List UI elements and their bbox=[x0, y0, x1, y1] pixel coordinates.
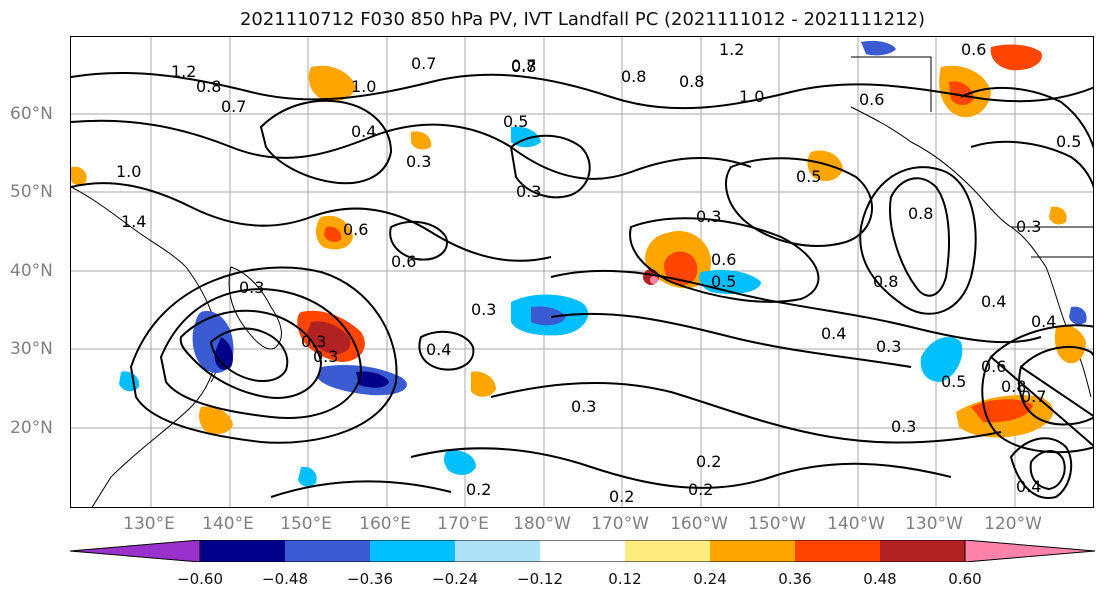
lon-label-120w: 120°W bbox=[984, 514, 1042, 534]
contour-label: 0.5 bbox=[711, 272, 736, 291]
contour-label: 0.3 bbox=[571, 397, 596, 416]
contour-label: 0.8 bbox=[908, 204, 933, 223]
contour-labels: 1.2 1.2 0.8 0.7 0.7 1.0 0.7 0.8 0.8 1.0 … bbox=[116, 40, 1081, 506]
contour-label: 0.3 bbox=[406, 152, 431, 171]
contour-label: 0.3 bbox=[1016, 217, 1041, 236]
lat-label-50n: 50°N bbox=[10, 182, 53, 202]
colorbar-label: 0.36 bbox=[778, 570, 812, 588]
colorbar-label: −0.48 bbox=[262, 570, 308, 588]
contour-label: 1.2 bbox=[719, 40, 744, 59]
colorbar-label: 0.60 bbox=[948, 570, 982, 588]
lon-label-160e: 160°E bbox=[359, 514, 411, 534]
colorbar-label: 0.48 bbox=[863, 570, 897, 588]
contour-label: 0.2 bbox=[609, 487, 634, 506]
contour-label: 1.4 bbox=[121, 212, 146, 231]
contour-label: 0.4 bbox=[426, 340, 451, 359]
contour-label: 1.0 bbox=[351, 77, 376, 96]
colorbar-segment bbox=[880, 540, 965, 562]
contour-label: 0.7 bbox=[511, 56, 536, 75]
contour-label: 0.3 bbox=[313, 347, 338, 366]
contour-label: 0.3 bbox=[891, 417, 916, 436]
lon-label-140w: 140°W bbox=[827, 514, 885, 534]
contour-label: 0.7 bbox=[221, 97, 246, 116]
contour-label: 0.6 bbox=[981, 357, 1006, 376]
ivt-contours bbox=[71, 71, 1093, 499]
lon-label-150e: 150°E bbox=[280, 514, 332, 534]
map-panel: 1.2 1.2 0.8 0.7 0.7 1.0 0.7 0.8 0.8 1.0 … bbox=[70, 36, 1094, 508]
lon-label-140e: 140°E bbox=[202, 514, 254, 534]
colorbar-label: −0.60 bbox=[177, 570, 223, 588]
colorbar-segment bbox=[370, 540, 455, 562]
contour-label: 0.2 bbox=[696, 452, 721, 471]
contour-label: 0.6 bbox=[343, 220, 368, 239]
colorbar-segment bbox=[540, 540, 625, 562]
contour-label: 0.4 bbox=[1031, 312, 1056, 331]
contour-label: 0.4 bbox=[1016, 477, 1041, 496]
lat-label-60n: 60°N bbox=[10, 104, 53, 124]
lon-label-170w: 170°W bbox=[591, 514, 649, 534]
contour-label: 0.3 bbox=[301, 332, 326, 351]
lon-label-180w: 180°W bbox=[513, 514, 571, 534]
colorbar-segment bbox=[285, 540, 370, 562]
lon-label-170e: 170°E bbox=[437, 514, 489, 534]
contour-label: 0.3 bbox=[696, 207, 721, 226]
colorbar-label: −0.12 bbox=[517, 570, 563, 588]
contour-label: 0.6 bbox=[711, 250, 736, 269]
contour-label: 0.2 bbox=[688, 480, 713, 499]
contour-label: 0.3 bbox=[516, 182, 541, 201]
contour-label: 1.2 bbox=[171, 62, 196, 81]
lat-label-20n: 20°N bbox=[10, 418, 53, 438]
pv-shading bbox=[71, 40, 1087, 487]
lon-label-130e: 130°E bbox=[123, 514, 175, 534]
contour-label: 0.8 bbox=[1001, 377, 1026, 396]
colorbar-label: 0.12 bbox=[608, 570, 642, 588]
contour-label: 0.5 bbox=[796, 167, 821, 186]
lon-label-160w: 160°W bbox=[670, 514, 728, 534]
contour-label: 0.5 bbox=[1056, 132, 1081, 151]
contour-label: 1.0 bbox=[116, 162, 141, 181]
map-title: 2021110712 F030 850 hPa PV, IVT Landfall… bbox=[239, 9, 926, 30]
colorbar-segment bbox=[625, 540, 710, 562]
contour-label: 0.5 bbox=[503, 112, 528, 131]
contour-label: 0.6 bbox=[961, 40, 986, 59]
colorbar-extend-low bbox=[70, 540, 201, 562]
contour-label: 0.7 bbox=[411, 54, 436, 73]
contour-label: 0.3 bbox=[876, 337, 901, 356]
contour-label: 0.4 bbox=[351, 122, 376, 141]
colorbar-segment bbox=[200, 540, 285, 562]
colorbar-label: −0.24 bbox=[432, 570, 478, 588]
lat-label-40n: 40°N bbox=[10, 261, 53, 281]
contour-label: 0.8 bbox=[196, 77, 221, 96]
lat-label-30n: 30°N bbox=[10, 339, 53, 359]
contour-label: 0.6 bbox=[859, 90, 884, 109]
contour-label: 0.3 bbox=[239, 278, 264, 297]
colorbar-label: 0.24 bbox=[693, 570, 727, 588]
contour-label: 0.8 bbox=[679, 72, 704, 91]
colorbar-segment bbox=[455, 540, 540, 562]
coastlines bbox=[71, 56, 1093, 507]
contour-label: 0.8 bbox=[873, 272, 898, 291]
contour-label: 0.3 bbox=[471, 300, 496, 319]
contour-label: 0.5 bbox=[941, 372, 966, 391]
contour-label: 0.7 bbox=[1021, 387, 1046, 406]
contour-label: 0.4 bbox=[821, 324, 846, 343]
lon-label-130w: 130°W bbox=[905, 514, 963, 534]
contour-label: 0.8 bbox=[511, 57, 536, 76]
colorbar-label: −0.36 bbox=[347, 570, 393, 588]
contour-label: 1.0 bbox=[739, 87, 764, 106]
colorbar-extend-high bbox=[964, 540, 1096, 562]
contour-label: 0.4 bbox=[981, 292, 1006, 311]
lon-label-150w: 150°W bbox=[748, 514, 806, 534]
contour-label: 0.2 bbox=[466, 480, 491, 499]
colorbar bbox=[70, 540, 1096, 562]
colorbar-segment bbox=[795, 540, 880, 562]
contour-label: 0.8 bbox=[621, 67, 646, 86]
map-graphic: 1.2 1.2 0.8 0.7 0.7 1.0 0.7 0.8 0.8 1.0 … bbox=[71, 37, 1093, 507]
contour-label: 0.6 bbox=[391, 252, 416, 271]
colorbar-segment bbox=[710, 540, 795, 562]
